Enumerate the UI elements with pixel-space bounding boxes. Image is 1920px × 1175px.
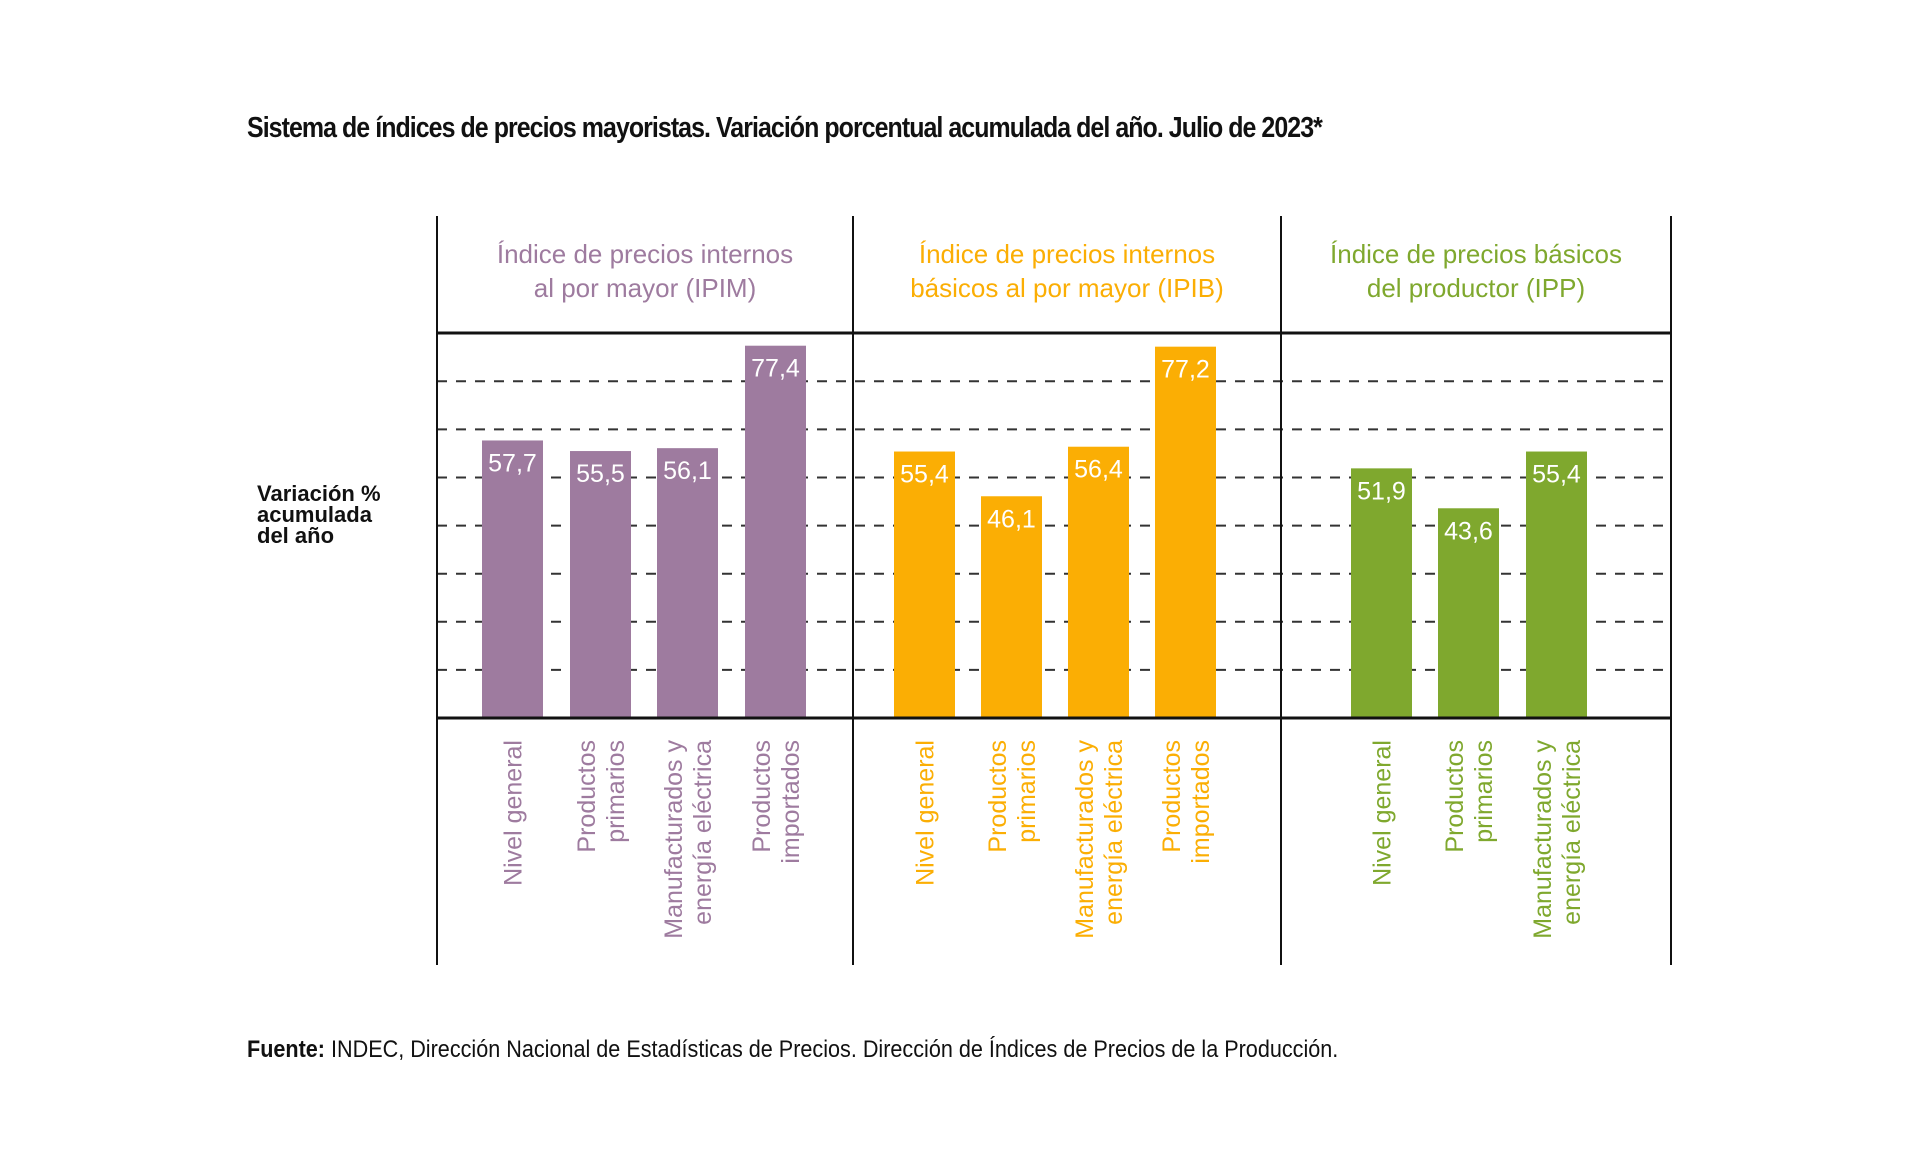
bar — [657, 448, 718, 718]
bar-value-label: 55,4 — [1532, 461, 1581, 489]
source-text: INDEC, Dirección Nacional de Estadística… — [325, 1036, 1339, 1063]
bar-value-label: 56,1 — [663, 457, 712, 485]
bar — [745, 345, 806, 718]
group-header: al por mayor (IPIM) — [534, 273, 757, 303]
category-label: primarios — [1470, 740, 1498, 843]
bar-value-label: 51,9 — [1357, 477, 1406, 505]
category-label: Productos — [984, 740, 1012, 853]
category-label: primarios — [602, 740, 630, 843]
bar-value-label: 77,4 — [751, 355, 800, 383]
group-header: Índice de precios básicos — [1330, 239, 1622, 269]
bar-value-label: 43,6 — [1444, 517, 1493, 545]
category-label: importados — [777, 740, 805, 864]
bar-value-label: 46,1 — [987, 505, 1036, 533]
bar-value-label: 55,5 — [576, 460, 625, 488]
bar — [1155, 346, 1216, 718]
bar — [482, 440, 543, 718]
group-header: del productor (IPP) — [1367, 273, 1585, 303]
group-header: Índice de precios internos — [497, 239, 793, 269]
bar-value-label: 55,4 — [900, 461, 949, 489]
y-axis-label-line: del año — [257, 523, 335, 548]
bar — [1351, 468, 1412, 718]
category-label: Nivel general — [500, 740, 528, 886]
bar — [570, 451, 631, 718]
category-label: Productos — [1441, 740, 1469, 853]
category-label: primarios — [1013, 740, 1041, 843]
y-axis-label: Variación % acumulada del año — [257, 481, 381, 548]
category-label: importados — [1187, 740, 1215, 864]
bar — [1526, 451, 1587, 718]
category-label: energía eléctrica — [1100, 740, 1128, 925]
category-label: Productos — [748, 740, 776, 853]
bar — [894, 451, 955, 718]
category-label: energía eléctrica — [689, 740, 717, 925]
source-footer: Fuente: INDEC, Dirección Nacional de Est… — [247, 1036, 1338, 1064]
bar-value-label: 57,7 — [488, 449, 537, 477]
bar-value-label: 56,4 — [1074, 456, 1123, 484]
category-label: Productos — [1158, 740, 1186, 853]
bar — [1068, 446, 1129, 718]
category-label: Manufacturados y — [660, 740, 688, 939]
y-axis-label-line: acumulada — [257, 502, 372, 527]
source-label: Fuente: — [247, 1036, 326, 1063]
category-label: energía eléctrica — [1558, 740, 1586, 925]
category-label: Productos — [573, 740, 601, 853]
group-header: Índice de precios internos — [919, 239, 1215, 269]
category-label: Nivel general — [912, 740, 940, 886]
bar-value-label: 77,2 — [1161, 356, 1210, 384]
group-header: básicos al por mayor (IPIB) — [910, 273, 1224, 303]
category-label: Manufacturados y — [1529, 740, 1557, 939]
chart-title: Sistema de índices de precios mayoristas… — [247, 112, 1323, 144]
bar — [981, 496, 1042, 718]
category-label: Manufacturados y — [1071, 740, 1099, 939]
category-label: Nivel general — [1369, 740, 1397, 886]
y-axis-label-line: Variación % — [257, 481, 381, 506]
bar — [1438, 508, 1499, 718]
